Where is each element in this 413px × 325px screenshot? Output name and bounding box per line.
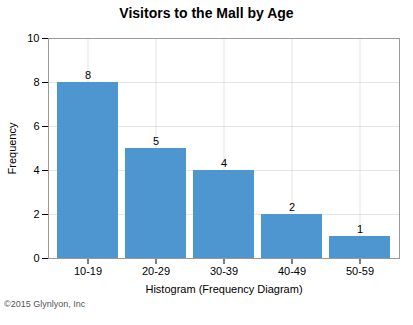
- svg-text:2: 2: [33, 208, 39, 220]
- svg-text:10: 10: [27, 32, 39, 44]
- svg-text:Histogram (Frequency Diagram): Histogram (Frequency Diagram): [145, 283, 302, 295]
- svg-text:5: 5: [153, 135, 159, 147]
- svg-text:2: 2: [289, 201, 295, 213]
- svg-text:Frequency: Frequency: [6, 122, 18, 174]
- svg-text:4: 4: [221, 157, 227, 169]
- svg-text:10-19: 10-19: [74, 265, 102, 277]
- svg-text:0: 0: [33, 252, 39, 264]
- svg-text:8: 8: [33, 76, 39, 88]
- svg-text:30-39: 30-39: [210, 265, 238, 277]
- svg-text:1: 1: [357, 223, 363, 235]
- html-text:©2015 Glynlyon, Inc: ©2015 Glynlyon, Inc: [4, 299, 86, 309]
- svg-text:20-29: 20-29: [142, 265, 170, 277]
- svg-text:50-59: 50-59: [346, 265, 374, 277]
- svg-text:4: 4: [33, 164, 39, 176]
- svg-text:8: 8: [85, 69, 91, 81]
- html-text:Visitors to the Mall by Age: Visitors to the Mall by Age: [119, 5, 294, 21]
- svg-text:40-49: 40-49: [278, 265, 306, 277]
- svg-text:6: 6: [33, 120, 39, 132]
